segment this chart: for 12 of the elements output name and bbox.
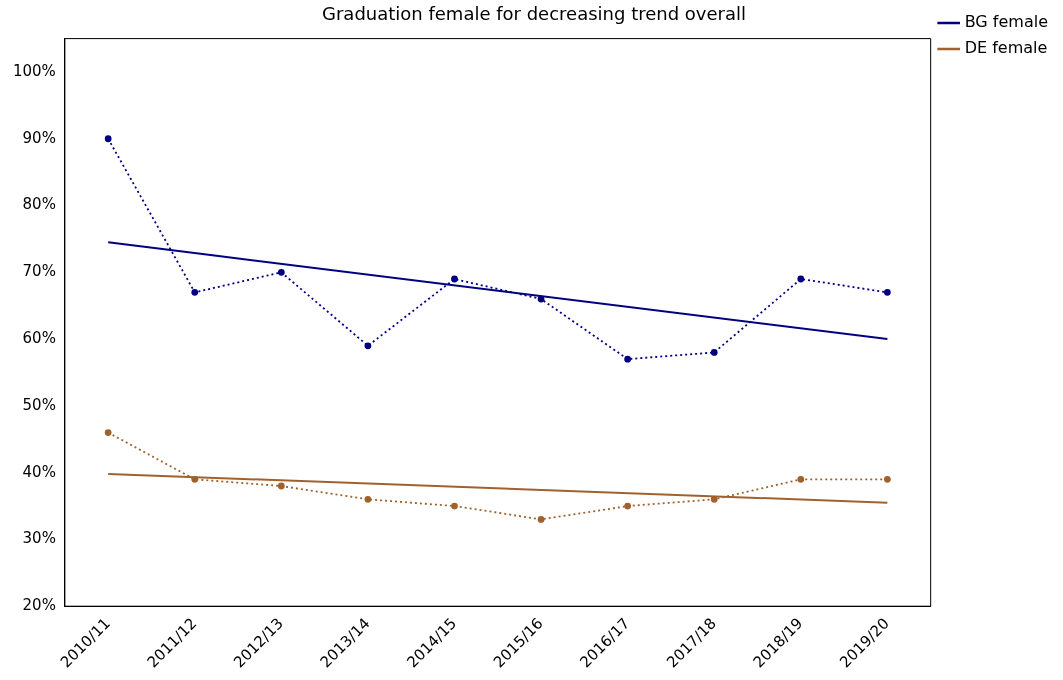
y-tick-label: 20% [22,596,56,615]
y-tick-label: 60% [22,328,56,347]
legend-label: BG female [964,12,1049,32]
y-tick-label: 30% [22,529,56,548]
y-tick-label: 100% [12,61,56,80]
y-tick-label: 90% [22,128,56,147]
chart-title: Graduation female for decreasing trend overall [322,3,746,25]
y-tick-label: 50% [22,395,56,414]
y-tick-label: 80% [22,195,56,214]
legend-label: DE female [964,38,1048,58]
y-tick-label: 40% [22,462,56,481]
y-tick-label: 70% [22,262,56,281]
